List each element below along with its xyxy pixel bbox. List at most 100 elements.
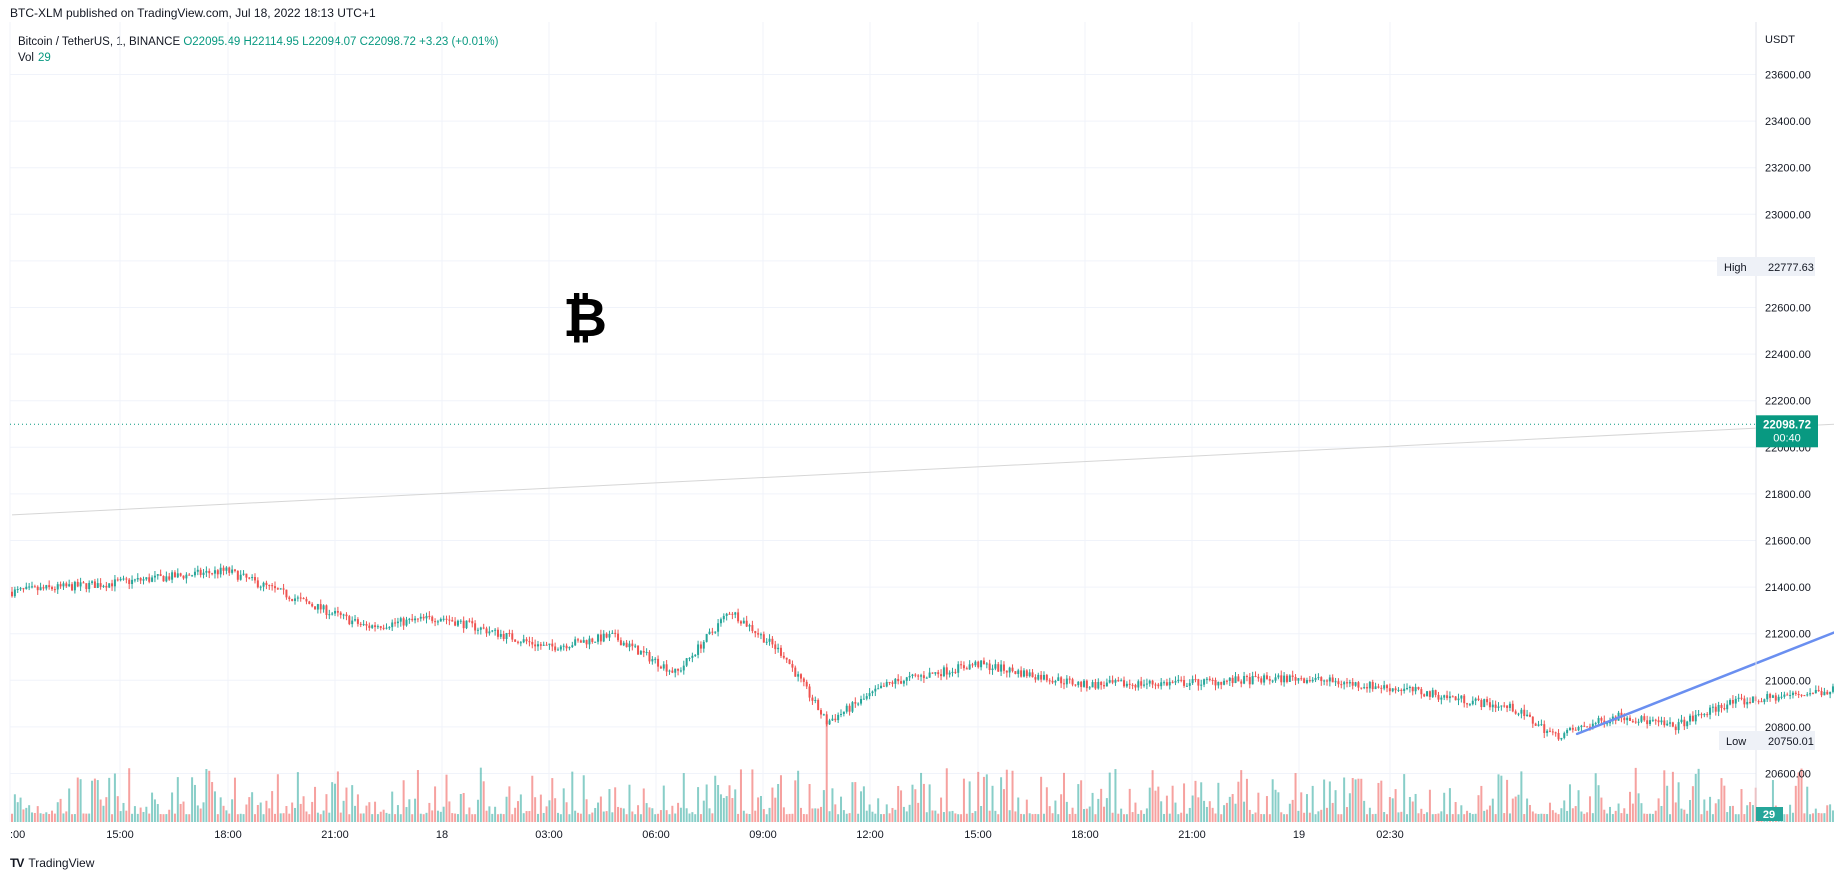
candle-body — [1700, 714, 1703, 716]
volume-bar — [1634, 767, 1637, 822]
volume-bar — [236, 814, 239, 822]
volume-bar — [577, 812, 580, 822]
volume-bar — [1148, 787, 1151, 822]
volume-bar — [1631, 803, 1634, 822]
candle-body — [514, 639, 517, 642]
candle-body — [1051, 680, 1054, 683]
time-tick: :00 — [10, 829, 25, 841]
price-scale[interactable]: 23600.0023400.0023200.0023000.0022800.00… — [1765, 70, 1811, 781]
candle-body — [1480, 700, 1483, 708]
trendline[interactable] — [11, 182, 1834, 516]
volume-bar — [1517, 794, 1520, 822]
volume-bar — [1328, 781, 1331, 822]
candle-body — [1320, 677, 1323, 682]
arrow-up-1[interactable] — [1575, 343, 1834, 736]
volume-bar — [1683, 809, 1686, 822]
candle-body — [1497, 706, 1500, 708]
candle-body — [842, 711, 845, 715]
volume-bar — [196, 805, 199, 822]
candle-body — [1517, 713, 1520, 715]
candle-body — [557, 649, 560, 651]
candle-body — [1271, 680, 1274, 682]
volume-bar — [639, 814, 642, 822]
candle-body — [654, 658, 657, 660]
volume-bar — [960, 814, 963, 822]
volume-bar — [1260, 814, 1263, 822]
volume-bar — [1288, 803, 1291, 822]
candle-body — [162, 575, 165, 582]
candle-body — [791, 664, 794, 668]
volume-bar — [354, 805, 357, 822]
candle-body — [1797, 693, 1800, 695]
candle-body — [1168, 681, 1171, 686]
volume-bar — [85, 813, 88, 822]
candle-body — [1600, 718, 1603, 721]
volume-bar — [136, 813, 139, 822]
footer-brand-label: TradingView — [28, 856, 95, 870]
volume-bar — [942, 812, 945, 822]
candle-body — [374, 625, 377, 628]
candle-body — [768, 638, 771, 642]
volume-bar — [53, 813, 56, 822]
volume-bar — [1603, 809, 1606, 822]
volume-bar — [431, 810, 434, 822]
candle-body — [1686, 721, 1689, 727]
volume-bar — [1291, 799, 1294, 822]
candle-body — [1771, 695, 1774, 698]
price-tick: 23600.00 — [1765, 70, 1811, 82]
currency-label[interactable]: USDT — [1765, 34, 1795, 46]
candle-body — [302, 598, 305, 600]
candle-body — [525, 639, 528, 642]
volume-bar — [279, 813, 282, 822]
candle-body — [974, 661, 977, 666]
candle-body — [1591, 723, 1594, 728]
volume-bar — [1165, 795, 1168, 822]
candle-body — [1071, 679, 1074, 685]
candle-body — [548, 643, 551, 645]
volume-bar — [891, 807, 894, 822]
volume-bar — [188, 814, 191, 822]
volume-bar — [948, 811, 951, 822]
volume-bar — [665, 810, 668, 822]
candle-body — [96, 583, 99, 588]
volume-label[interactable]: Vol — [18, 52, 34, 64]
volume-bar — [1583, 813, 1586, 822]
candle-body — [568, 647, 571, 649]
footer-brand[interactable]: TV TradingView — [10, 856, 94, 870]
volume-bar — [356, 794, 359, 822]
volume-bar — [648, 807, 651, 822]
volume-bar — [668, 814, 671, 822]
candle-body — [248, 577, 251, 579]
candle-body — [479, 627, 482, 630]
volume-bar — [1134, 802, 1137, 822]
symbol-name[interactable]: Bitcoin / TetherUS, 1, BINANCE — [18, 36, 181, 48]
candle-body — [1691, 715, 1694, 722]
volume-bar — [671, 805, 674, 822]
time-scale[interactable]: :00 15:00 18:00 21:00 18 03:00 06:00 09:00 12:00… — [10, 829, 1404, 841]
candle-body — [1809, 693, 1812, 695]
candle-body — [445, 618, 448, 620]
volume-bar — [1025, 799, 1028, 822]
volume-bar — [679, 807, 682, 822]
volume-bar — [705, 784, 708, 822]
time-tick: 21:00 — [1178, 829, 1206, 841]
candle-body — [1231, 677, 1234, 684]
candle-body — [1737, 697, 1740, 699]
volume-bar — [1363, 800, 1366, 822]
candle-body — [1654, 719, 1657, 721]
volume-bar — [791, 813, 794, 822]
candle-body — [880, 685, 883, 689]
candle-body — [637, 645, 640, 655]
volume-bar — [1563, 800, 1566, 822]
volume-bar — [276, 774, 279, 822]
volume-bar — [419, 813, 422, 822]
candle-body — [759, 634, 762, 636]
candle-body — [245, 573, 248, 578]
candle-body — [1474, 698, 1477, 701]
volume-bar — [362, 813, 365, 822]
volume-bar — [871, 811, 874, 822]
volume-bar — [516, 801, 519, 822]
candle-body — [1646, 720, 1649, 725]
candle-body — [914, 674, 917, 676]
